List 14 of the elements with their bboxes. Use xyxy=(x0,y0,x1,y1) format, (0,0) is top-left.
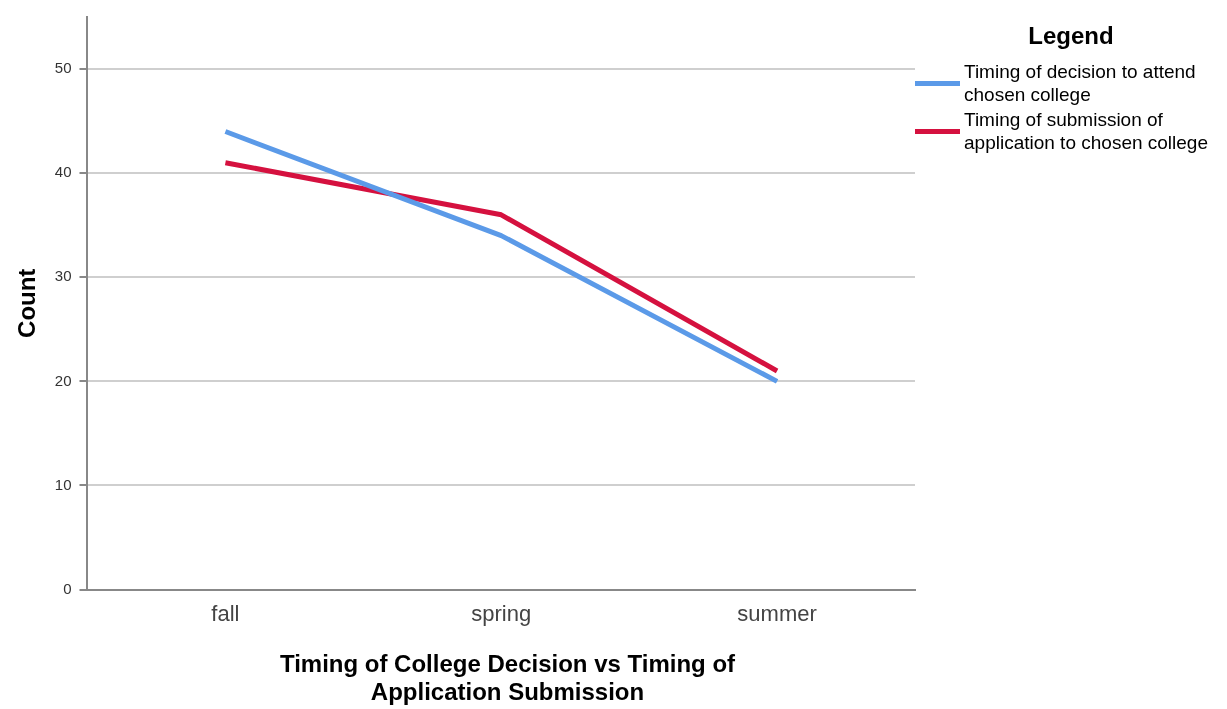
x-tick-label: fall xyxy=(211,600,240,626)
y-axis-title: Count xyxy=(13,268,41,338)
y-tick-label: 0 xyxy=(63,579,72,597)
x-axis-title: Timing of College Decision vs Timing of Application Submission xyxy=(278,650,737,706)
y-tick-label: 50 xyxy=(54,59,72,77)
legend-label: Timing of submission of application to chosen college xyxy=(964,108,1209,154)
legend-label: Timing of decision to attend chosen college xyxy=(964,60,1197,106)
y-tick-label: 10 xyxy=(54,475,72,493)
x-tick-label: spring xyxy=(471,600,532,626)
x-tick-label: summer xyxy=(737,600,817,626)
y-tick-label: 40 xyxy=(54,163,72,181)
y-tick-label: 20 xyxy=(54,371,72,389)
y-tick-label: 30 xyxy=(54,267,72,285)
legend-title: Legend xyxy=(1027,22,1115,50)
